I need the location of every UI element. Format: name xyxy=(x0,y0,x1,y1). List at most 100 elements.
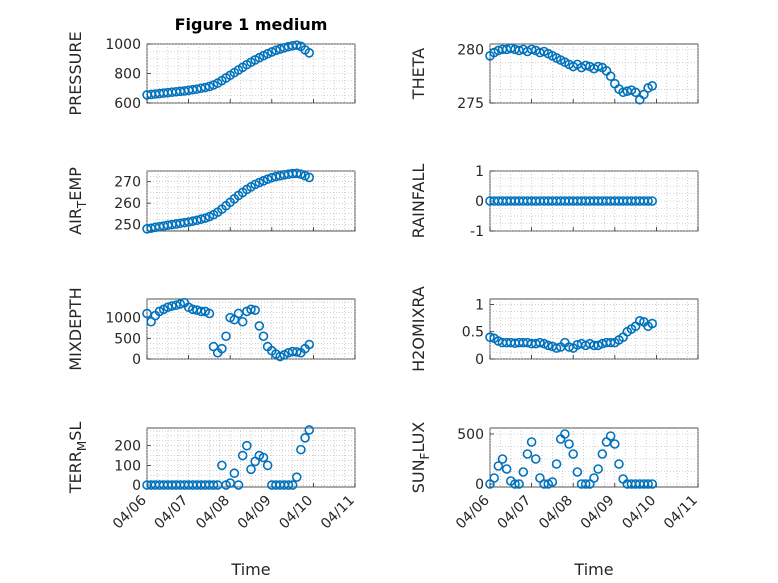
y-axis-label-sun_flux: SUNFLUX xyxy=(409,422,432,494)
data-point xyxy=(551,459,562,469)
data-point xyxy=(204,308,215,319)
data-point xyxy=(237,450,248,461)
data-point xyxy=(291,472,302,482)
data-point xyxy=(291,347,302,357)
data-point xyxy=(572,467,583,477)
data-point xyxy=(233,480,244,490)
data-point xyxy=(589,473,599,483)
data-point xyxy=(522,449,533,459)
x-axis-label-left: Time xyxy=(230,560,270,579)
data-point xyxy=(229,468,240,479)
x-tick-label: 04/06 xyxy=(110,492,150,532)
data-point xyxy=(647,81,658,91)
data-point xyxy=(643,196,653,206)
data-point xyxy=(614,459,624,469)
data-point xyxy=(489,473,499,483)
data-point xyxy=(493,461,504,471)
data-point xyxy=(283,480,294,490)
data-point xyxy=(647,318,658,329)
data-point xyxy=(605,337,616,348)
x-tick-label: 04/11 xyxy=(318,493,358,533)
data-point xyxy=(526,44,537,55)
y-tick-label: 1000 xyxy=(105,37,141,53)
data-point xyxy=(271,45,281,56)
y-tick-label: 0 xyxy=(475,194,484,210)
y-tick-label: 260 xyxy=(114,196,141,212)
data-point xyxy=(304,48,315,58)
y-tick-label: 0 xyxy=(475,352,484,368)
data-point xyxy=(200,213,211,223)
data-point xyxy=(535,337,545,348)
x-axis-label-right: Time xyxy=(573,560,613,579)
subplot-pressure: 600 800 1000 PRESSURE xyxy=(66,31,356,116)
data-point xyxy=(530,454,541,464)
axes-box-terr_msl xyxy=(146,427,356,488)
data-point xyxy=(501,464,512,474)
data-point xyxy=(593,61,603,72)
data-point xyxy=(296,444,306,455)
data-point xyxy=(647,479,658,489)
y-tick-label: 1 xyxy=(475,164,484,180)
data-point xyxy=(597,449,608,459)
data-point xyxy=(175,299,186,309)
data-point xyxy=(304,339,315,350)
x-tick-label: 04/07 xyxy=(495,493,535,533)
data-point xyxy=(518,467,529,477)
data-point xyxy=(254,321,265,331)
data-point xyxy=(208,480,219,490)
data-point xyxy=(258,331,269,342)
subplot-mixdepth: 0 500 1000 MIXDEPTH xyxy=(66,287,356,371)
y-tick-label: 270 xyxy=(114,175,141,191)
x-tick-label: 04/06 xyxy=(453,492,493,532)
data-point xyxy=(250,305,260,315)
data-point xyxy=(246,464,256,475)
x-tick-label: 04/10 xyxy=(276,493,316,533)
data-point xyxy=(246,304,256,315)
data-point xyxy=(605,71,616,81)
y-tick-label: 800 xyxy=(114,67,141,83)
x-tick-label: 04/10 xyxy=(619,493,659,533)
data-point xyxy=(291,40,302,50)
y-tick-label: 275 xyxy=(457,96,484,112)
y-axis-label-theta: THETA xyxy=(409,48,428,100)
data-point xyxy=(196,214,206,225)
data-point xyxy=(258,452,269,463)
x-tick-label: 04/08 xyxy=(193,493,233,533)
data-point xyxy=(217,460,227,471)
data-point xyxy=(200,82,211,93)
data-point xyxy=(262,174,273,184)
y-tick-label: 0 xyxy=(132,352,141,368)
data-point xyxy=(300,433,310,443)
data-point xyxy=(564,439,574,449)
data-point xyxy=(192,215,202,226)
y-tick-label: 0 xyxy=(475,477,484,493)
data-point xyxy=(237,316,248,327)
y-axis-label-rainfall: RAINFALL xyxy=(409,164,428,239)
y-tick-label: 200 xyxy=(114,439,141,455)
subplot-terr_msl: 0 100 200 TERRMSL 04/06 04/07 04/08 04/09 04/10 0… xyxy=(66,422,358,533)
data-point xyxy=(275,44,285,54)
y-tick-label: -1 xyxy=(470,224,484,240)
x-tick-label: 04/11 xyxy=(661,493,701,533)
y-tick-label: 250 xyxy=(114,218,141,234)
data-point xyxy=(609,439,620,449)
data-point xyxy=(639,89,649,100)
figure-title: Figure 1 medium xyxy=(175,15,328,34)
data-point xyxy=(543,340,554,351)
data-point xyxy=(514,479,524,489)
subplot-theta: 275 280 THETA xyxy=(409,42,699,112)
data-point xyxy=(593,464,603,474)
y-tick-label: 600 xyxy=(114,96,141,112)
data-point xyxy=(643,479,653,489)
data-point xyxy=(564,342,574,352)
data-point xyxy=(262,460,273,471)
data-point xyxy=(304,425,315,435)
data-point xyxy=(171,300,181,311)
data-point xyxy=(510,479,520,489)
y-axis-label-mixdepth: MIXDEPTH xyxy=(66,287,85,370)
axes-box-sun_flux xyxy=(489,427,699,488)
x-tick-label: 04/08 xyxy=(536,493,576,533)
y-axis-label-h2omixra: H2OMIXRA xyxy=(409,286,428,372)
data-point xyxy=(505,43,516,54)
